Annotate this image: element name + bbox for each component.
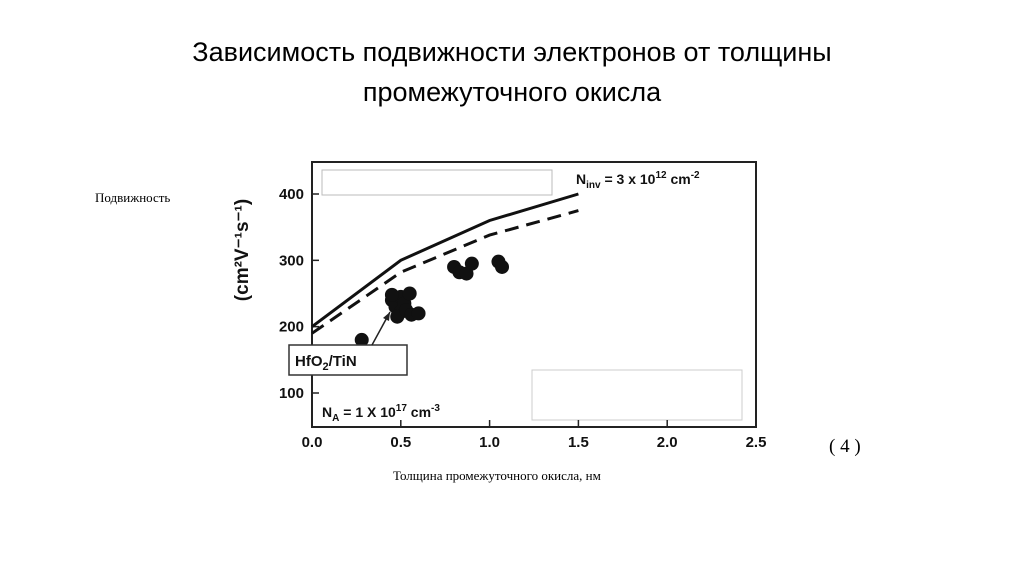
slide-title: Зависимость подвижности электронов от то… (0, 32, 1024, 112)
dashed-series-line (311, 209, 579, 335)
figure-number: ( 4 ) (829, 436, 861, 457)
data-point (464, 256, 479, 271)
data-point (384, 287, 399, 302)
solid-series-line (311, 192, 579, 328)
na-annotation: NA = 1 X 1017 cm-3 (322, 403, 440, 424)
data-point (354, 332, 369, 347)
data-point (411, 306, 426, 321)
x-tick-label: 1.5 (568, 434, 589, 451)
y-tick-label: 300 (279, 252, 304, 269)
x-tick-label: 2.0 (657, 434, 678, 451)
material-label: HfO2/TiN (295, 353, 357, 373)
material-label-box (288, 344, 408, 376)
material-arrowhead (383, 312, 390, 321)
series-layer (311, 192, 579, 347)
y-axis-caption-ru: Подвижность (95, 190, 171, 205)
y-tick-label: 400 (279, 186, 304, 203)
faded-box-bottom (531, 369, 743, 421)
y-tick-label: 200 (279, 319, 304, 336)
x-tick-label: 2.5 (746, 434, 767, 451)
x-ticks: 0.0 0.5 1.0 1.5 2.0 2.5 (302, 420, 767, 451)
ninv-annotation: Ninv = 3 x 1012 cm-2 (576, 170, 700, 191)
y-tick-label: 100 (279, 385, 304, 402)
plot-frame (311, 161, 757, 428)
data-point (495, 259, 510, 274)
x-tick-label: 1.0 (479, 434, 500, 451)
title-line-2: промежуточного окисла (362, 77, 662, 107)
data-point (402, 286, 417, 301)
y-ticks: 100 200 300 400 (279, 186, 319, 402)
x-axis-caption-ru: Толщина промежуточного окисла, нм (393, 468, 601, 483)
x-tick-label: 0.0 (302, 434, 323, 451)
x-tick-label: 0.5 (390, 434, 411, 451)
y-axis-label: (cm²V⁻¹s⁻¹) (232, 199, 253, 301)
faded-box-top (321, 169, 553, 196)
title-line-1: Зависимость подвижности электронов от то… (192, 37, 832, 67)
